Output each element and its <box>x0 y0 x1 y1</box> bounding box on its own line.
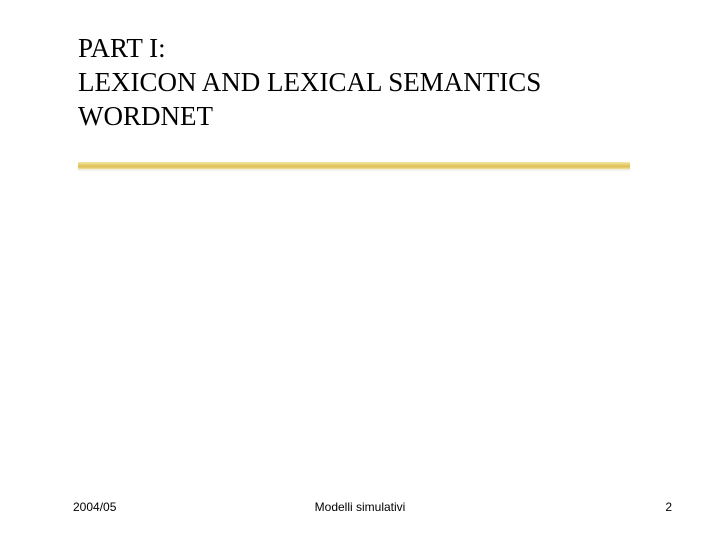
footer: 2004/05 Modelli simulativi 2 <box>0 494 720 514</box>
footer-date: 2004/05 <box>73 500 116 514</box>
slide: PART I: LEXICON AND LEXICAL SEMANTICS WO… <box>0 0 720 540</box>
title-line-2: LEXICON AND LEXICAL SEMANTICS <box>78 66 660 100</box>
footer-title: Modelli simulativi <box>315 500 406 514</box>
footer-page-number: 2 <box>665 500 672 514</box>
title-block: PART I: LEXICON AND LEXICAL SEMANTICS WO… <box>78 32 660 133</box>
title-line-1: PART I: <box>78 32 660 66</box>
title-divider <box>78 162 630 170</box>
title-line-3: WORDNET <box>78 100 660 134</box>
